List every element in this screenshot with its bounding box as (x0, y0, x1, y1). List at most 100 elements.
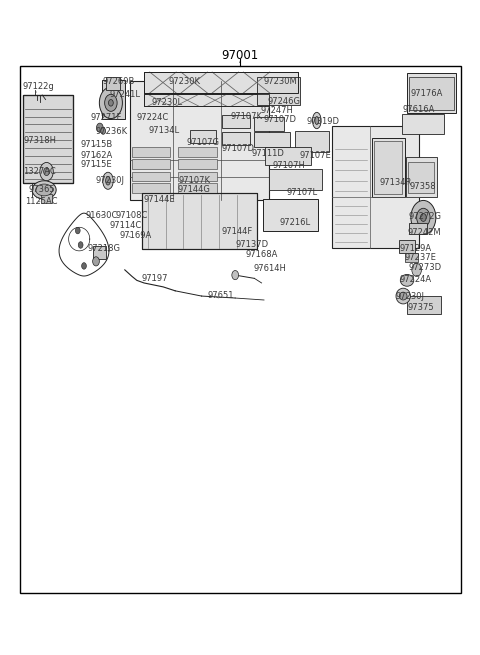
Circle shape (82, 263, 86, 269)
Text: 97129A: 97129A (399, 244, 432, 253)
Bar (20, 66, 461, 593)
Bar (254, 132, 290, 147)
Text: 97107K: 97107K (230, 112, 263, 121)
Text: 97144F: 97144F (222, 227, 253, 236)
Bar (372, 138, 405, 196)
Ellipse shape (106, 177, 110, 185)
Text: 97168A: 97168A (246, 250, 278, 259)
Bar (295, 131, 329, 152)
Text: 97365: 97365 (29, 185, 55, 195)
Text: 97114C: 97114C (109, 221, 142, 230)
Bar (144, 94, 269, 106)
Text: 97108C: 97108C (115, 211, 147, 220)
Text: 97247H: 97247H (260, 106, 293, 115)
Text: 97115B: 97115B (81, 140, 113, 149)
Bar (144, 94, 269, 106)
Text: 97107H: 97107H (273, 160, 305, 170)
Text: 97162A: 97162A (81, 151, 113, 160)
Text: 97230K: 97230K (169, 77, 201, 86)
Bar (332, 126, 419, 248)
Circle shape (108, 100, 113, 106)
Text: 97115E: 97115E (81, 160, 112, 169)
Circle shape (417, 208, 430, 227)
Bar (93, 246, 106, 259)
Bar (178, 183, 217, 193)
Text: 97134L: 97134L (149, 126, 180, 135)
Bar (374, 141, 402, 194)
Text: 97318H: 97318H (23, 136, 56, 145)
Text: 91630C: 91630C (85, 211, 118, 220)
Bar (23, 95, 73, 183)
Bar (409, 223, 427, 234)
Bar (408, 162, 434, 193)
Text: 97107G: 97107G (186, 138, 219, 147)
Text: 97111D: 97111D (252, 149, 284, 158)
Bar (190, 130, 216, 143)
Ellipse shape (36, 184, 52, 196)
Text: 97272G: 97272G (409, 212, 442, 221)
Ellipse shape (399, 292, 407, 300)
Circle shape (101, 128, 106, 134)
Bar (41, 194, 52, 203)
Circle shape (105, 94, 117, 111)
Text: 97176A: 97176A (410, 88, 443, 98)
Circle shape (96, 123, 103, 132)
Text: 97616A: 97616A (402, 105, 434, 114)
Bar (178, 147, 217, 157)
Bar (222, 132, 250, 145)
Text: 97197: 97197 (142, 274, 168, 283)
Bar (142, 193, 257, 249)
Text: 97230L: 97230L (151, 98, 182, 107)
Bar (407, 73, 456, 113)
Ellipse shape (315, 117, 319, 124)
Text: 97242M: 97242M (408, 228, 442, 237)
Bar (132, 159, 170, 169)
Bar (132, 172, 170, 181)
Text: 97144E: 97144E (143, 195, 175, 204)
Text: 97216L: 97216L (279, 218, 311, 227)
Bar (132, 183, 170, 193)
Bar (144, 72, 298, 93)
Text: 97218G: 97218G (88, 244, 121, 253)
Bar (178, 159, 217, 169)
Circle shape (93, 257, 99, 266)
Text: 97224C: 97224C (137, 113, 169, 122)
Bar (265, 147, 311, 165)
Circle shape (411, 200, 436, 234)
Text: 97319D: 97319D (306, 117, 339, 126)
Text: 1327AC: 1327AC (23, 167, 56, 176)
Text: 97134R: 97134R (379, 178, 411, 187)
Circle shape (412, 263, 421, 276)
Text: 97107E: 97107E (300, 151, 331, 160)
Text: 97614H: 97614H (253, 264, 286, 273)
Circle shape (232, 271, 239, 280)
Bar (409, 77, 454, 110)
Circle shape (420, 214, 426, 221)
Text: 97144G: 97144G (178, 185, 210, 195)
Text: 97269B: 97269B (102, 77, 134, 86)
Bar (106, 77, 120, 90)
Bar (402, 114, 444, 134)
Ellipse shape (312, 113, 321, 128)
Circle shape (44, 168, 49, 176)
Text: 97358: 97358 (410, 181, 436, 191)
Circle shape (78, 242, 83, 248)
Text: 97230J: 97230J (396, 291, 424, 301)
Ellipse shape (396, 288, 410, 304)
Text: 97169A: 97169A (120, 231, 152, 240)
Text: 97137D: 97137D (235, 240, 268, 249)
Bar (178, 172, 217, 181)
Bar (132, 147, 170, 157)
Ellipse shape (400, 274, 414, 286)
Bar (407, 296, 441, 314)
Bar (130, 81, 269, 200)
Circle shape (40, 162, 53, 181)
Circle shape (99, 87, 122, 119)
Bar (406, 157, 437, 196)
Text: 97236K: 97236K (95, 126, 127, 136)
Text: 1125AC: 1125AC (25, 196, 58, 206)
Text: 97224A: 97224A (399, 274, 432, 284)
Text: 97375: 97375 (407, 303, 433, 312)
Bar (269, 169, 322, 190)
Text: 97107K: 97107K (179, 176, 211, 185)
